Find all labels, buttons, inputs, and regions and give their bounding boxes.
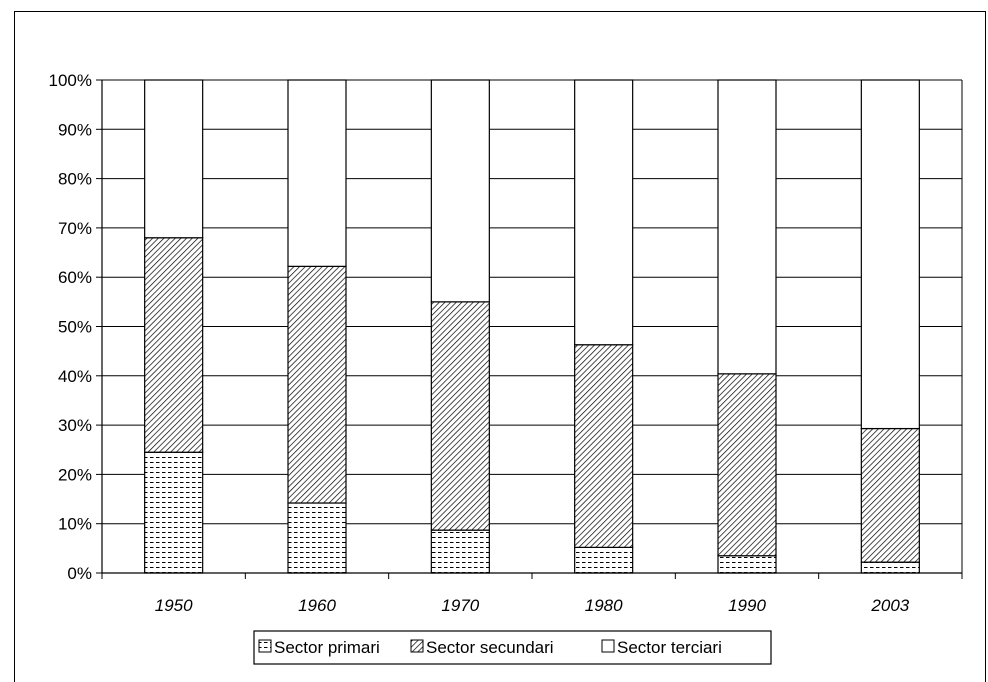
bar-segment (287, 265, 347, 504)
x-tick-label: 1970 (441, 596, 479, 615)
legend-label: Sector secundari (426, 638, 554, 657)
y-tick-label: 50% (58, 318, 92, 337)
bar-segment (574, 546, 634, 574)
bar-segment (860, 427, 920, 563)
legend-label: Sector primari (274, 638, 380, 657)
legend-box (253, 630, 772, 665)
y-tick-label: 80% (58, 170, 92, 189)
bar-segment (287, 79, 347, 267)
bar-segment (430, 529, 490, 574)
bar-segment (717, 555, 777, 574)
bars (144, 79, 920, 574)
y-tick-label: 90% (58, 120, 92, 139)
legend-swatch (258, 639, 272, 653)
y-tick-label: 30% (58, 416, 92, 435)
chart-frame (14, 11, 986, 682)
legend-swatch (601, 639, 615, 653)
bar-segment (717, 373, 777, 557)
axes (96, 79, 963, 579)
bar-segment (430, 79, 490, 303)
legend: Sector primari Sector secundari Sector ter… (253, 630, 772, 665)
y-tick-label: 70% (58, 219, 92, 238)
y-tick-label: 0% (67, 564, 92, 583)
y-tick-label: 10% (58, 515, 92, 534)
bar-segment (717, 79, 777, 375)
x-tick-label: 1950 (155, 596, 193, 615)
bar-segment (574, 79, 634, 346)
x-tick-label: 2003 (870, 596, 909, 615)
y-tick-label: 40% (58, 367, 92, 386)
bar-segment (430, 301, 490, 531)
legend-label: Sector terciari (617, 638, 722, 657)
x-tick-labels: 1950 1960 1970 1980 1990 2003 (155, 596, 910, 615)
bar-segment (860, 561, 920, 574)
y-tick-label: 20% (58, 465, 92, 484)
bar-segment (574, 344, 634, 548)
bar-segment (287, 502, 347, 574)
x-tick-label: 1960 (298, 596, 336, 615)
y-tick-labels: 0% 10% 20% 30% 40% 50% 60% 70% 80% 90% 100% (49, 71, 92, 583)
bar-segment (860, 79, 920, 430)
x-tick-label: 1990 (728, 596, 766, 615)
legend-swatch (410, 639, 424, 653)
bar-segment (144, 451, 204, 574)
y-tick-label: 100% (49, 71, 92, 90)
y-tick-label: 60% (58, 268, 92, 287)
bar-segment (144, 237, 204, 453)
bar-segment (144, 79, 204, 239)
gridlines (102, 79, 962, 525)
x-tick-label: 1980 (585, 596, 623, 615)
